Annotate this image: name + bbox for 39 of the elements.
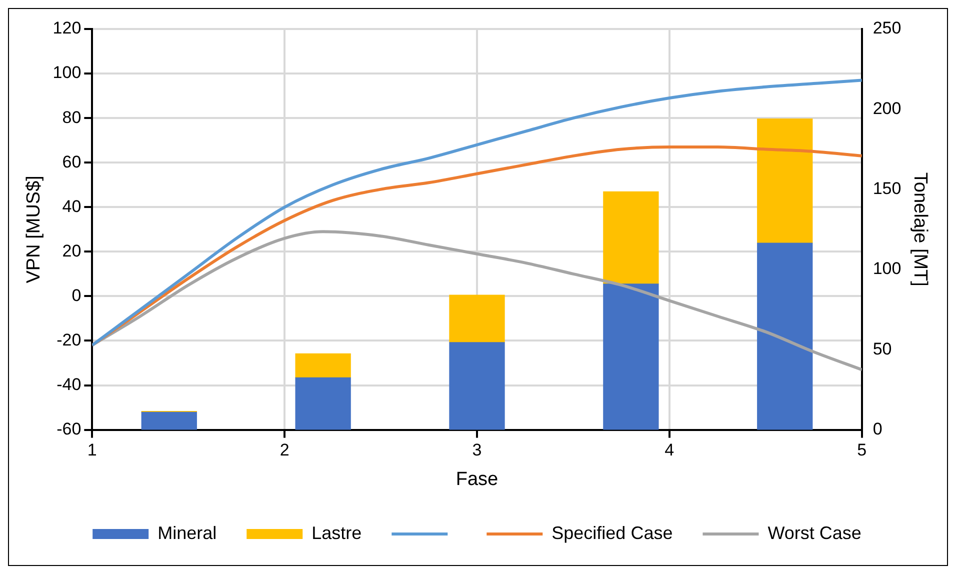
x-tick-label: 4 (664, 440, 674, 460)
legend-label: Specified Case (552, 522, 673, 543)
line-series (92, 230, 862, 372)
bar (141, 412, 197, 430)
y-tick-label: 40 (62, 196, 82, 216)
y-tick-label: 0 (72, 286, 82, 305)
y-tick-label: 20 (62, 241, 82, 260)
y2-tick-label: 50 (872, 339, 892, 358)
bar (603, 191, 659, 284)
x-tick-label: 3 (472, 440, 482, 460)
x-axis-title: Fase (456, 468, 498, 490)
y-axis-title: VPN [MUS$] (24, 176, 45, 284)
line-series (92, 78, 862, 347)
x-tick-label: 2 (280, 440, 290, 460)
bar (295, 353, 351, 378)
y2-axis-title: Tonelaje [MT] (909, 172, 930, 286)
y2-tick-label: 0 (872, 419, 882, 438)
y2-tick-label: 100 (872, 259, 902, 278)
bar (757, 242, 813, 430)
bar (295, 377, 351, 430)
y-tick-label: 120 (52, 18, 82, 38)
y-tick-label: -20 (56, 330, 82, 350)
y-tick-label: -40 (56, 374, 82, 394)
y2-tick-label: 250 (872, 18, 902, 38)
x-tick-label: 1 (87, 440, 97, 460)
legend-label: Lastre (312, 522, 362, 543)
y2-tick-label: 150 (872, 179, 902, 198)
bar (449, 294, 505, 343)
y-tick-label: 100 (52, 63, 82, 82)
bar (449, 342, 505, 430)
bar (603, 284, 659, 430)
bar (757, 118, 813, 244)
y-tick-label: 80 (62, 108, 82, 127)
y-tick-label: -60 (56, 419, 82, 438)
legend-label: Worst Case (768, 522, 862, 543)
y-tick-label: 60 (62, 152, 82, 172)
legend-label: Mineral (158, 522, 217, 543)
x-tick-label: 5 (857, 440, 867, 460)
y2-tick-label: 200 (872, 98, 902, 118)
